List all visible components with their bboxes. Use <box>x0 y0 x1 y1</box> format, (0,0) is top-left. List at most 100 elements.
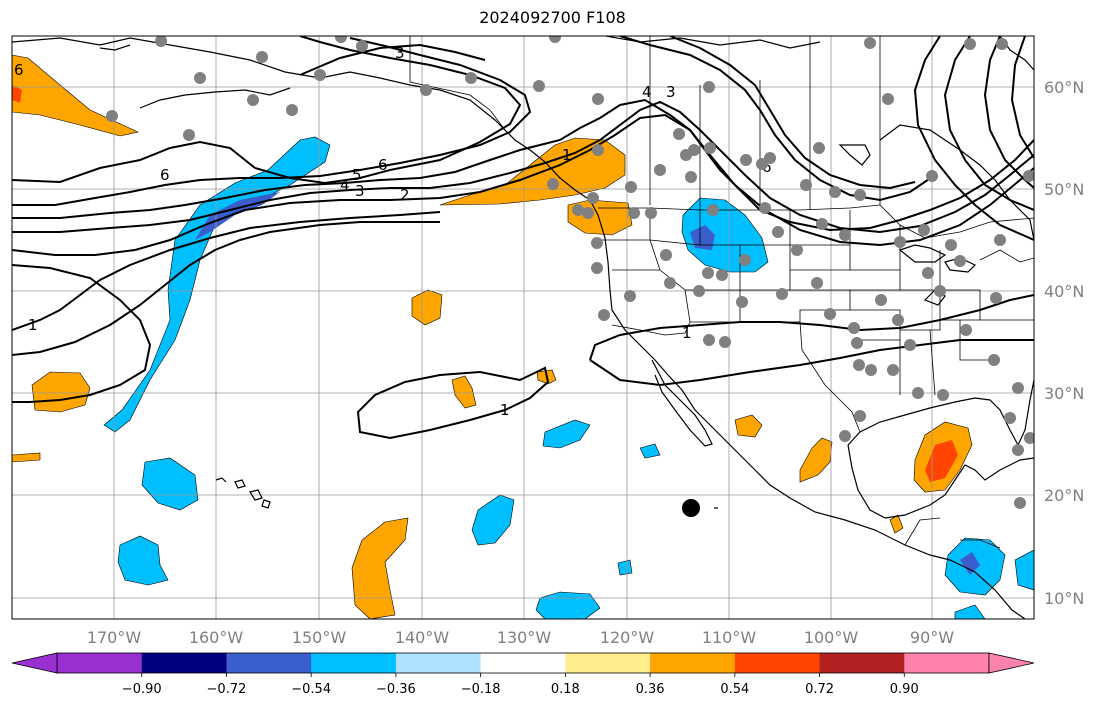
station-dot <box>1004 412 1016 424</box>
station-dot <box>335 36 347 43</box>
negative-anomaly-region <box>681 197 769 273</box>
negative-anomaly-region <box>639 443 661 459</box>
station-dot <box>739 254 751 266</box>
lon-label: 170°W <box>87 628 142 647</box>
station-dot <box>854 189 866 201</box>
station-dot <box>851 337 863 349</box>
lon-label: 90°W <box>910 628 954 647</box>
colorbar-tick-label: −0.72 <box>207 682 247 697</box>
colorbar-under-arrow <box>11 652 58 674</box>
lat-label: 50°N <box>1044 180 1084 199</box>
station-dot <box>572 204 584 216</box>
lon-label: 140°W <box>395 628 450 647</box>
colorbar-segment <box>395 653 482 673</box>
negative-anomaly-region <box>117 535 169 586</box>
lon-label: 100°W <box>804 628 859 647</box>
station-dot <box>764 152 776 164</box>
station-dot <box>1014 497 1026 509</box>
station-dot <box>645 207 657 219</box>
station-dot <box>759 202 771 214</box>
station-dot <box>247 94 259 106</box>
station-dot <box>848 322 860 334</box>
colorbar-segment <box>311 653 397 673</box>
station-dot <box>990 292 1002 304</box>
negative-anomaly-region <box>954 604 986 619</box>
station-dot <box>937 389 949 401</box>
negative-anomaly-region <box>542 419 591 449</box>
colorbar-tick-label: −0.54 <box>291 682 331 697</box>
colorbar-tick-label: 0.54 <box>720 682 749 697</box>
station-dot <box>811 277 823 289</box>
station-dot <box>736 296 748 308</box>
station-dot <box>587 192 599 204</box>
negative-anomaly-region <box>471 494 515 546</box>
contour-label: 6 <box>14 61 24 79</box>
station-dot <box>704 142 716 154</box>
station-dot <box>1023 170 1034 182</box>
station-dot <box>598 309 610 321</box>
lon-label: 130°W <box>497 628 552 647</box>
station-dot <box>688 144 700 156</box>
station-dot <box>314 69 326 81</box>
positive-anomaly-region <box>12 452 41 463</box>
colorbar-segment <box>650 653 736 673</box>
station-dot <box>654 164 666 176</box>
station-dot <box>625 181 637 193</box>
colorbar-segment <box>57 653 143 673</box>
station-dot <box>549 36 561 43</box>
graticule <box>12 36 1034 619</box>
colorbar-tick-label: 0.90 <box>890 682 919 697</box>
map-frame <box>11 35 1035 620</box>
station-dot <box>1012 444 1024 456</box>
station-dot <box>839 229 851 241</box>
station-dot <box>547 178 559 190</box>
contour-label: 6 <box>378 156 388 174</box>
latitude-labels: 60°N 50°N 40°N 30°N 20°N 10°N <box>1044 78 1084 608</box>
negative-anomaly-region <box>1014 549 1034 591</box>
contour-label: 5 <box>352 166 362 184</box>
station-dot <box>887 364 899 376</box>
station-dot <box>703 81 715 93</box>
station-dot <box>716 269 728 281</box>
station-dot <box>155 36 167 47</box>
colorbar-tick-label: −0.90 <box>122 682 162 697</box>
station-dot <box>592 144 604 156</box>
positive-anomaly-region <box>12 54 139 137</box>
colorbar-segment <box>904 653 990 673</box>
station-dot <box>854 410 866 422</box>
colorbar-tick-label: −0.18 <box>461 682 501 697</box>
station-dot <box>800 179 812 191</box>
positive-anomaly-region <box>734 414 763 438</box>
contour-label: 6 <box>160 166 170 184</box>
colorbar-tick-label: 0.36 <box>636 682 665 697</box>
lat-label: 10°N <box>1044 589 1084 608</box>
station-dot <box>954 255 966 267</box>
station-dot <box>894 236 906 248</box>
station-dot <box>356 40 368 52</box>
positive-anomaly-core <box>12 85 22 103</box>
station-dot <box>106 110 118 122</box>
negative-anomaly-core <box>960 552 980 575</box>
colorbar-segment <box>819 653 905 673</box>
contour-label: 1 <box>28 316 38 334</box>
station-dot <box>882 93 894 105</box>
lat-label: 60°N <box>1044 78 1084 97</box>
station-dot <box>693 285 705 297</box>
positive-anomaly-region <box>31 371 91 413</box>
station-dot <box>912 387 924 399</box>
station-dot <box>839 430 851 442</box>
station-dot <box>256 51 268 63</box>
station-dot <box>829 186 841 198</box>
negative-anomaly-region <box>141 457 199 511</box>
map-panel: 3 6 5 4 3 2 6 1 1 1 1 4 3 6 6 <box>11 35 1035 620</box>
negative-anomaly-region <box>103 136 331 433</box>
station-dot <box>918 224 930 236</box>
station-dot <box>922 267 934 279</box>
station-dot <box>703 334 715 346</box>
station-dot <box>591 262 603 274</box>
station-dot <box>960 324 972 336</box>
station-dot <box>776 288 788 300</box>
station-dot <box>934 285 946 297</box>
station-dot <box>660 249 672 261</box>
